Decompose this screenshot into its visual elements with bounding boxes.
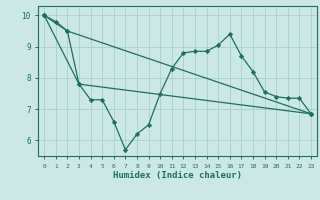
X-axis label: Humidex (Indice chaleur): Humidex (Indice chaleur) xyxy=(113,171,242,180)
